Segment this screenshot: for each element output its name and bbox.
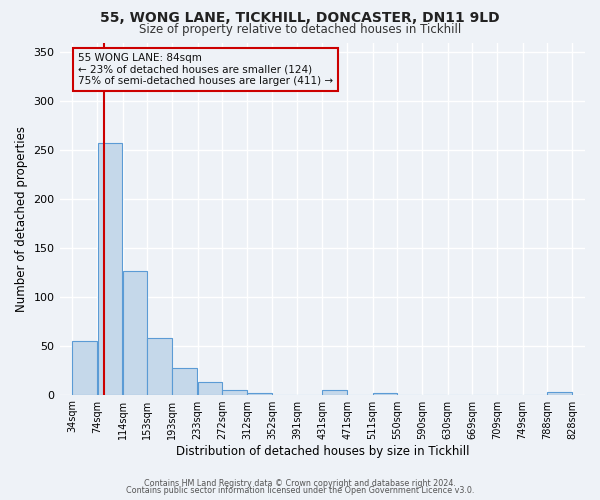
Bar bbox=[147, 338, 172, 394]
Text: Size of property relative to detached houses in Tickhill: Size of property relative to detached ho… bbox=[139, 22, 461, 36]
Bar bbox=[123, 272, 147, 394]
Text: Contains HM Land Registry data © Crown copyright and database right 2024.: Contains HM Land Registry data © Crown c… bbox=[144, 478, 456, 488]
Bar bbox=[222, 390, 247, 394]
Bar bbox=[73, 341, 97, 394]
Text: Contains public sector information licensed under the Open Government Licence v3: Contains public sector information licen… bbox=[126, 486, 474, 495]
Y-axis label: Number of detached properties: Number of detached properties bbox=[15, 126, 28, 312]
Bar bbox=[247, 392, 272, 394]
Text: 55 WONG LANE: 84sqm
← 23% of detached houses are smaller (124)
75% of semi-detac: 55 WONG LANE: 84sqm ← 23% of detached ho… bbox=[78, 53, 333, 86]
Bar bbox=[98, 143, 122, 395]
Bar bbox=[547, 392, 572, 394]
Bar bbox=[373, 392, 397, 394]
Bar bbox=[172, 368, 197, 394]
Bar bbox=[197, 382, 222, 394]
X-axis label: Distribution of detached houses by size in Tickhill: Distribution of detached houses by size … bbox=[176, 444, 469, 458]
Text: 55, WONG LANE, TICKHILL, DONCASTER, DN11 9LD: 55, WONG LANE, TICKHILL, DONCASTER, DN11… bbox=[100, 11, 500, 25]
Bar bbox=[322, 390, 347, 394]
